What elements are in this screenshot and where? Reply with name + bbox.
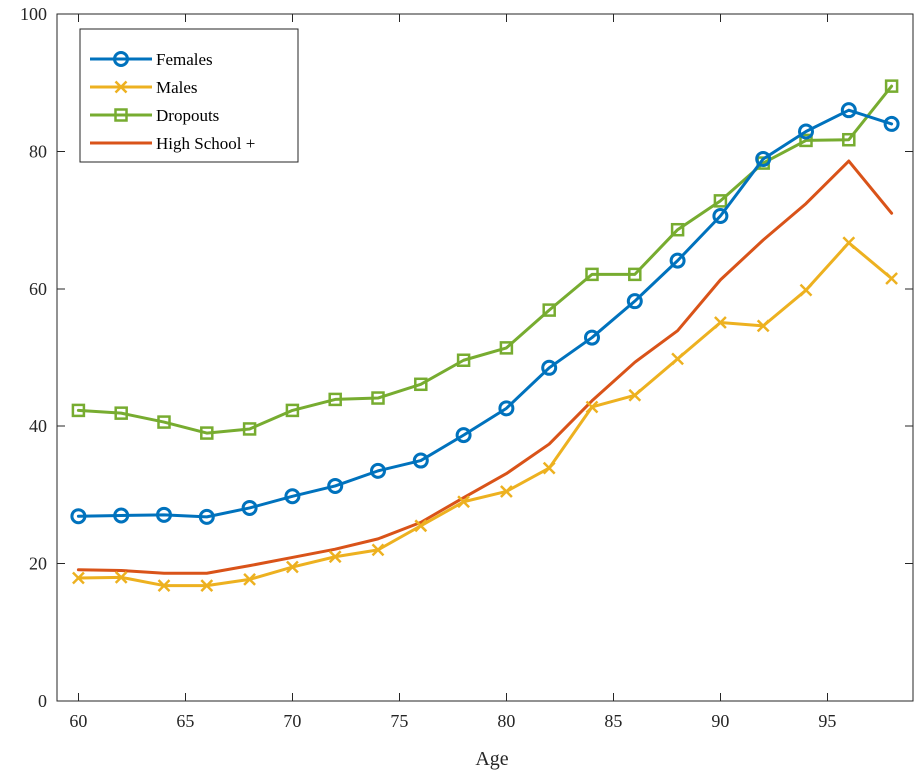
data-point-males: [799, 283, 813, 297]
data-point-males: [585, 400, 599, 414]
x-tick-label: 85: [604, 711, 622, 731]
ticks-layer: 60 65 70 75 80 85 90 95 0 20 40 60 80 100: [20, 4, 913, 731]
data-point-males: [371, 543, 385, 557]
y-tick-label: 0: [38, 691, 47, 711]
x-tick-label: 90: [711, 711, 729, 731]
series-line-high-school: [76, 159, 894, 575]
data-point-dropouts: [371, 391, 385, 405]
data-point-males: [200, 579, 214, 592]
x-tick-label: 65: [176, 711, 194, 731]
data-point-females: [284, 488, 301, 505]
data-point-dropouts: [242, 422, 257, 436]
data-point-males: [542, 461, 556, 475]
legend: Females Males Dropouts High School +: [79, 28, 299, 163]
data-point-females: [669, 252, 686, 269]
data-point-females: [498, 400, 515, 417]
legend-label: Females: [156, 50, 213, 69]
data-point-females: [798, 123, 814, 140]
x-tick-label: 95: [818, 711, 836, 731]
data-point-males: [628, 388, 642, 402]
plot-frame: [56, 13, 914, 702]
data-point-males: [328, 550, 342, 564]
legend-label: Males: [156, 78, 198, 97]
data-point-males: [885, 272, 898, 285]
data-point-dropouts: [628, 267, 642, 282]
legend-item-high-school: High School +: [90, 134, 255, 153]
data-point-dropouts: [542, 303, 556, 317]
data-point-females: [241, 499, 258, 516]
data-point-dropouts: [799, 133, 813, 148]
data-point-females: [541, 359, 558, 376]
series-males: [72, 236, 898, 592]
data-point-males: [114, 570, 128, 584]
data-point-females: [198, 508, 215, 525]
data-point-females: [412, 452, 429, 469]
data-point-males: [286, 560, 299, 574]
legend-label: Dropouts: [156, 106, 219, 125]
legend-label: High School +: [156, 134, 255, 153]
data-point-females: [840, 102, 857, 119]
series-line-females: [76, 108, 894, 519]
data-point-dropouts: [842, 132, 856, 147]
series-high-school: [76, 159, 894, 575]
legend-item-males: Males: [90, 78, 198, 97]
data-point-dropouts: [71, 403, 86, 418]
data-point-females: [584, 329, 600, 346]
x-axis-label: Age: [475, 748, 508, 770]
data-point-males: [500, 485, 513, 498]
data-point-dropouts: [884, 79, 899, 93]
data-point-females: [370, 462, 386, 479]
y-tick-label: 100: [20, 4, 47, 24]
legend-item-dropouts: Dropouts: [90, 106, 219, 125]
data-point-dropouts: [456, 353, 471, 367]
data-point-males: [72, 571, 85, 585]
data-point-dropouts: [157, 415, 171, 429]
y-tick-label: 80: [29, 141, 47, 161]
legend-box: [79, 28, 299, 163]
legend-marker: [114, 80, 128, 94]
series-females: [70, 102, 900, 525]
data-point-dropouts: [328, 392, 342, 407]
data-point-females: [626, 293, 643, 310]
data-point-dropouts: [499, 341, 514, 355]
data-point-males: [671, 352, 684, 366]
data-point-females: [712, 207, 729, 224]
data-point-males: [414, 519, 428, 533]
axes-box: [56, 13, 914, 702]
data-point-females: [883, 115, 900, 132]
data-point-dropouts: [114, 406, 128, 420]
data-point-females: [156, 506, 172, 523]
data-point-males: [457, 495, 470, 509]
legend-item-females: Females: [90, 50, 213, 69]
y-tick-label: 40: [29, 416, 47, 436]
data-point-females: [113, 507, 130, 524]
data-point-dropouts: [585, 267, 599, 282]
legend-marker: [113, 51, 129, 67]
data-point-males: [842, 236, 856, 250]
data-point-dropouts: [285, 403, 300, 418]
x-tick-label: 70: [283, 711, 301, 731]
data-point-dropouts: [200, 426, 214, 440]
x-tick-label: 80: [497, 711, 515, 731]
series-line-males: [76, 241, 894, 588]
data-point-females: [327, 477, 344, 494]
data-point-females: [455, 427, 472, 444]
data-point-males: [756, 319, 770, 333]
data-point-females: [755, 150, 772, 167]
data-point-dropouts: [713, 194, 728, 208]
data-point-dropouts: [670, 222, 685, 237]
legend-marker: [114, 108, 128, 122]
data-point-males: [243, 573, 256, 586]
data-point-females: [70, 508, 87, 525]
data-point-males: [157, 579, 171, 592]
series-layer: [70, 79, 900, 592]
y-tick-label: 60: [29, 279, 47, 299]
x-tick-label: 60: [69, 711, 87, 731]
data-point-males: [714, 316, 727, 329]
y-tick-label: 20: [29, 554, 47, 574]
x-tick-label: 75: [390, 711, 408, 731]
data-point-dropouts: [414, 377, 428, 392]
